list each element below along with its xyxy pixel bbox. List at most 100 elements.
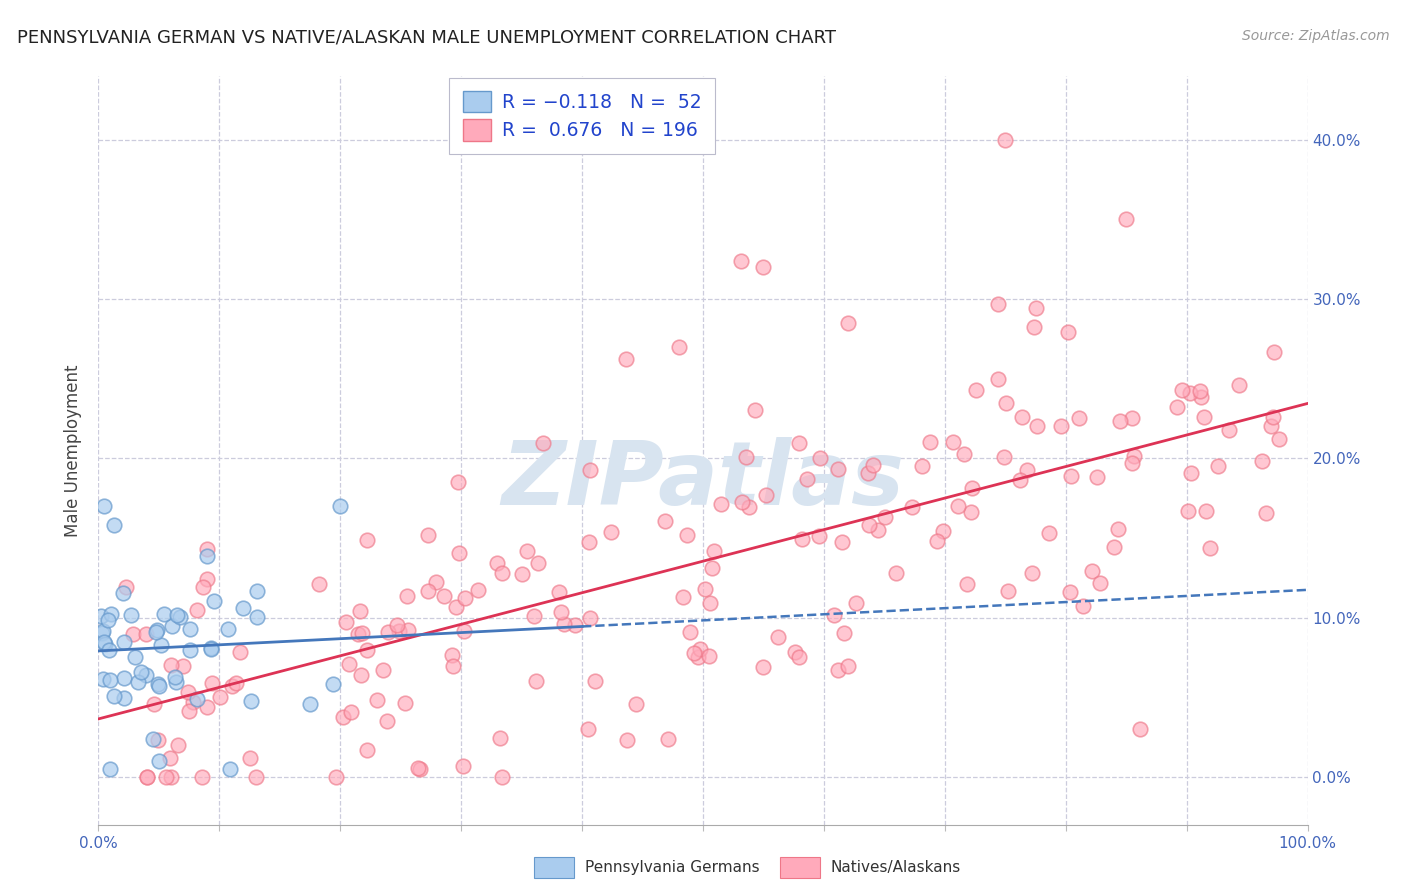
Point: [796, 472, 818, 486]
Point: [827, 663, 849, 677]
Point: [195, 549, 218, 563]
Point: [385, 617, 408, 632]
Point: [181, 695, 204, 709]
Point: [1021, 566, 1043, 580]
Point: [510, 567, 533, 582]
Point: [440, 648, 463, 662]
Point: [98, 762, 121, 776]
Point: [752, 260, 775, 274]
Point: [699, 649, 721, 664]
Text: Source: ZipAtlas.com: Source: ZipAtlas.com: [1241, 29, 1389, 43]
Point: [1227, 378, 1250, 392]
Point: [350, 668, 373, 682]
Point: [689, 642, 711, 657]
Point: [755, 488, 778, 502]
Point: [1102, 540, 1125, 554]
Point: [91, 624, 114, 639]
Point: [135, 626, 157, 640]
Point: [124, 650, 146, 665]
Point: [531, 436, 554, 450]
Point: [699, 597, 721, 611]
Point: [873, 510, 896, 524]
Point: [834, 625, 856, 640]
Point: [127, 675, 149, 690]
Point: [1177, 504, 1199, 518]
Point: [827, 461, 849, 475]
Point: [1267, 433, 1289, 447]
Point: [165, 674, 187, 689]
Point: [91, 626, 114, 640]
Point: [356, 643, 378, 657]
Point: [356, 533, 378, 547]
Point: [702, 561, 724, 575]
Point: [329, 500, 352, 514]
Point: [229, 645, 252, 659]
Point: [160, 658, 183, 673]
Point: [997, 584, 1019, 599]
Point: [987, 297, 1010, 311]
Point: [1115, 212, 1137, 227]
Point: [550, 605, 572, 619]
Point: [654, 514, 676, 528]
Point: [1025, 301, 1047, 316]
Point: [135, 668, 157, 682]
Point: [526, 557, 548, 571]
Point: [120, 608, 142, 623]
Point: [406, 761, 429, 775]
Point: [1206, 458, 1229, 473]
Point: [239, 751, 262, 765]
Point: [837, 658, 859, 673]
Point: [1129, 722, 1152, 736]
Point: [179, 622, 201, 636]
Point: [676, 528, 699, 542]
Point: [695, 582, 717, 596]
Point: [433, 589, 456, 603]
Point: [136, 770, 159, 784]
Point: [766, 630, 789, 644]
Point: [195, 541, 218, 556]
Point: [1049, 418, 1071, 433]
Point: [246, 610, 269, 624]
Point: [388, 624, 411, 638]
Point: [942, 435, 965, 450]
Point: [823, 608, 845, 623]
Point: [451, 758, 474, 772]
Point: [349, 604, 371, 618]
Point: [1090, 576, 1112, 591]
Point: [564, 617, 586, 632]
Point: [98, 673, 121, 687]
Point: [911, 458, 934, 473]
Point: [1081, 564, 1104, 578]
Point: [186, 603, 208, 617]
Point: [578, 462, 600, 476]
Point: [149, 638, 172, 652]
Point: [730, 254, 752, 268]
Point: [1199, 541, 1222, 555]
Point: [148, 677, 170, 691]
Point: [308, 577, 330, 591]
Point: [208, 690, 231, 704]
Point: [965, 383, 987, 397]
Point: [93, 635, 115, 649]
Point: [624, 697, 647, 711]
Point: [787, 650, 810, 665]
Point: [169, 610, 191, 624]
Point: [831, 535, 853, 549]
Point: [200, 641, 222, 656]
Point: [340, 705, 363, 719]
Point: [1195, 503, 1218, 517]
Point: [103, 690, 125, 704]
Point: [616, 733, 638, 747]
Point: [600, 524, 623, 539]
Point: [166, 608, 188, 623]
Point: [200, 641, 222, 656]
Point: [516, 544, 538, 558]
Point: [962, 481, 984, 495]
Point: [172, 659, 194, 673]
Point: [90, 608, 112, 623]
Point: [837, 317, 859, 331]
Point: [993, 450, 1015, 465]
Point: [195, 572, 218, 586]
Point: [197, 700, 219, 714]
Point: [485, 556, 508, 570]
